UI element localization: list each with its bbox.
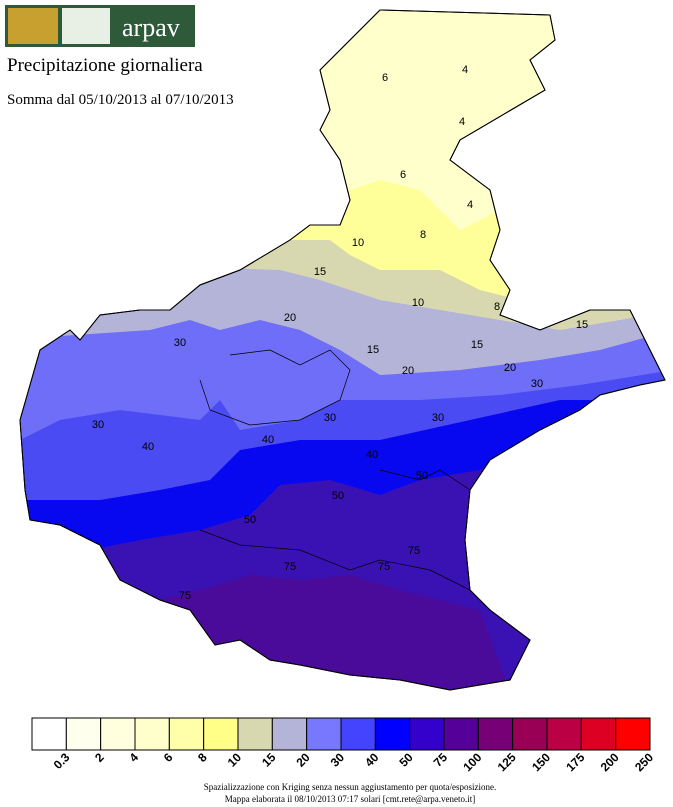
province-border bbox=[379, 469, 471, 491]
contour-label: 30 bbox=[324, 412, 336, 424]
legend-swatch bbox=[31, 717, 67, 751]
legend-swatch bbox=[443, 717, 479, 751]
contour-labels: 6 4 4 6 4 10 8 8 10 15 20 15 15 15 20 20 30 30 30 30 30 40 40 4… bbox=[92, 64, 588, 602]
legend-label: 50 bbox=[396, 750, 416, 770]
legend-label: 125 bbox=[495, 750, 519, 774]
legend-label: 10 bbox=[225, 750, 245, 770]
legend-label: 200 bbox=[598, 750, 622, 774]
legend-label: 100 bbox=[460, 750, 484, 774]
subtitle: Somma dal 05/10/2013 al 07/10/2013 bbox=[7, 92, 234, 108]
legend-label: 250 bbox=[632, 750, 656, 774]
contour-label: 4 bbox=[467, 199, 473, 211]
legend-label: 0.3 bbox=[51, 750, 73, 772]
legend-label: 4 bbox=[126, 750, 141, 765]
legend-swatch bbox=[477, 717, 514, 751]
contour-label: 50 bbox=[416, 470, 428, 482]
contour-label: 40 bbox=[142, 441, 154, 453]
contour-label: 50 bbox=[244, 514, 256, 526]
contour-label: 4 bbox=[462, 64, 468, 76]
legend-swatch bbox=[203, 717, 239, 751]
contour-label: 30 bbox=[432, 412, 444, 424]
contour-label: 20 bbox=[402, 365, 414, 377]
province-border bbox=[199, 349, 351, 426]
footer-line: Mappa elaborata il 08/10/2013 07:17 sola… bbox=[225, 794, 475, 804]
contour-label: 30 bbox=[92, 419, 104, 431]
footer-line: Spazializzazione con Kriging senza nessu… bbox=[204, 782, 496, 792]
legend-label: 15 bbox=[259, 750, 279, 770]
contour-label: 75 bbox=[378, 561, 390, 573]
contour-label: 8 bbox=[494, 301, 500, 313]
contour-label: 20 bbox=[504, 362, 516, 374]
contour-label: 50 bbox=[332, 490, 344, 502]
contour-label: 6 bbox=[400, 169, 406, 181]
logo-text: arpav bbox=[122, 13, 180, 42]
title: Precipitazione giornaliera bbox=[7, 55, 203, 76]
legend-label: 8 bbox=[195, 750, 210, 765]
province-border bbox=[199, 529, 471, 591]
legend-label: 75 bbox=[431, 750, 451, 770]
precipitation-field bbox=[20, 10, 665, 690]
legend-swatch bbox=[580, 717, 617, 751]
contour-label: 15 bbox=[314, 266, 326, 278]
legend-label: 6 bbox=[161, 750, 176, 765]
contour-label: 75 bbox=[179, 590, 191, 602]
contour-label: 75 bbox=[284, 561, 296, 573]
legend-label: 30 bbox=[328, 750, 348, 770]
legend-swatch bbox=[512, 717, 548, 751]
contour-label: 75 bbox=[408, 545, 420, 557]
legend-swatch bbox=[409, 717, 445, 751]
contour-label: 8 bbox=[420, 229, 426, 241]
zone-10 bbox=[20, 10, 665, 330]
legend-swatch bbox=[340, 717, 376, 751]
legend-swatch bbox=[65, 717, 102, 751]
contour-label: 4 bbox=[459, 116, 465, 128]
legend-swatch bbox=[615, 717, 651, 751]
contour-label: 15 bbox=[576, 319, 588, 331]
legend-swatch bbox=[168, 717, 205, 751]
legend-swatch bbox=[237, 717, 273, 751]
contour-label: 15 bbox=[471, 339, 483, 351]
legend-label: 175 bbox=[563, 750, 587, 774]
contour-label: 6 bbox=[382, 72, 388, 84]
region-outline bbox=[19, 9, 666, 691]
contour-label: 10 bbox=[352, 237, 364, 249]
contour-label: 20 bbox=[284, 312, 296, 324]
contour-label: 40 bbox=[366, 449, 378, 461]
logo-emblem bbox=[8, 8, 58, 44]
legend-swatch bbox=[100, 717, 136, 751]
legend-swatch bbox=[374, 717, 411, 751]
contour-label: 10 bbox=[412, 297, 424, 309]
legend-label: 2 bbox=[92, 750, 107, 765]
contour-label: 40 bbox=[262, 434, 274, 446]
legend: 0.3 2 4 6 8 10 15 20 30 40 50 75 100 125 150 175 200 250 bbox=[31, 717, 656, 774]
legend-swatch bbox=[271, 717, 308, 751]
legend-label: 40 bbox=[362, 750, 382, 770]
logo-mark bbox=[62, 8, 110, 44]
contour-label: 30 bbox=[531, 378, 543, 390]
legend-swatch bbox=[134, 717, 170, 751]
legend-swatch bbox=[546, 717, 582, 751]
legend-swatch bbox=[306, 717, 342, 751]
legend-label: 150 bbox=[529, 750, 553, 774]
contour-label: 15 bbox=[367, 344, 379, 356]
contour-label: 30 bbox=[174, 337, 186, 349]
legend-label: 20 bbox=[293, 750, 313, 770]
